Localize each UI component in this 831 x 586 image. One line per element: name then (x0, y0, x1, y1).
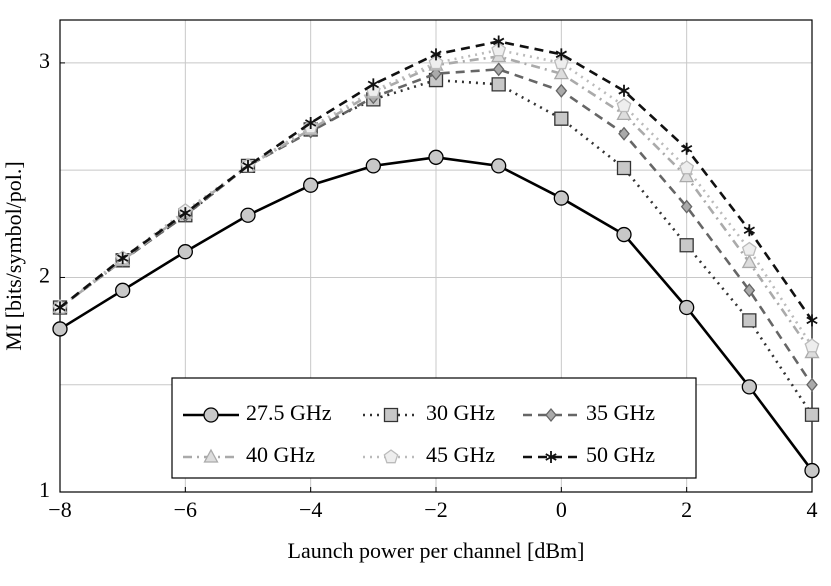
marker (52, 321, 68, 337)
y-axis-label: MI [bits/symbol/pol.] (1, 161, 26, 350)
marker (54, 301, 66, 314)
x-tick-label: −4 (299, 497, 322, 522)
marker (545, 451, 557, 463)
marker (618, 126, 630, 141)
marker (493, 35, 505, 48)
legend-label: 27.5 GHz (246, 400, 332, 425)
marker (679, 238, 694, 253)
marker (741, 241, 757, 256)
marker (203, 448, 219, 463)
legend-label: 45 GHz (426, 442, 495, 467)
plot-frame (59, 19, 813, 493)
marker (428, 149, 444, 165)
x-tick-label: −8 (48, 497, 71, 522)
marker (804, 407, 820, 422)
marker (555, 83, 568, 98)
marker (618, 84, 630, 97)
marker (681, 142, 693, 155)
marker (741, 379, 757, 395)
marker (680, 199, 693, 214)
marker (491, 158, 507, 174)
marker (305, 116, 317, 129)
marker (177, 244, 193, 260)
y-tick-label: 1 (39, 477, 50, 502)
marker (804, 462, 820, 479)
legend-box (171, 377, 697, 479)
marker (616, 160, 632, 176)
marker (555, 48, 567, 61)
marker (804, 338, 820, 353)
x-tick-label: 2 (681, 497, 692, 522)
marker (203, 407, 219, 423)
marker (743, 224, 755, 237)
x-tick-label: 0 (556, 497, 567, 522)
marker (365, 158, 381, 174)
marker (743, 283, 756, 298)
marker (492, 62, 505, 77)
marker (553, 55, 569, 70)
marker (367, 78, 379, 91)
marker (179, 207, 191, 220)
x-axis-label: Launch power per channel [dBm] (288, 538, 585, 563)
marker (383, 407, 399, 423)
marker (242, 159, 254, 172)
marker (679, 160, 695, 175)
marker (554, 111, 569, 126)
legend-label: 40 GHz (246, 442, 315, 467)
marker (616, 226, 632, 243)
marker (553, 190, 569, 206)
legend-label: 50 GHz (586, 442, 655, 467)
marker (806, 377, 818, 392)
marker (679, 168, 695, 183)
y-tick-label: 2 (39, 263, 50, 288)
marker (115, 282, 131, 298)
x-tick-label: −6 (174, 497, 197, 522)
marker (616, 98, 632, 113)
marker (491, 42, 507, 57)
marker (430, 48, 442, 61)
marker (679, 299, 695, 316)
x-tick-label: −2 (424, 497, 447, 522)
marker (742, 313, 757, 328)
marker (303, 177, 319, 193)
y-tick-label: 3 (39, 48, 50, 73)
legend: 27.5 GHz 30 GHz 35 GHz 40 GHz 45 GHz 50 GHz (171, 377, 697, 479)
marker (616, 106, 632, 121)
marker (383, 449, 399, 464)
marker (553, 65, 569, 80)
marker (240, 207, 256, 223)
marker (428, 55, 444, 70)
x-tick-label: 4 (807, 497, 818, 522)
legend-label: 35 GHz (586, 400, 655, 425)
legend-label: 30 GHz (426, 400, 495, 425)
marker (545, 407, 557, 423)
marker (117, 252, 129, 265)
marker (806, 314, 818, 327)
marker (741, 254, 757, 269)
marker (491, 77, 506, 92)
